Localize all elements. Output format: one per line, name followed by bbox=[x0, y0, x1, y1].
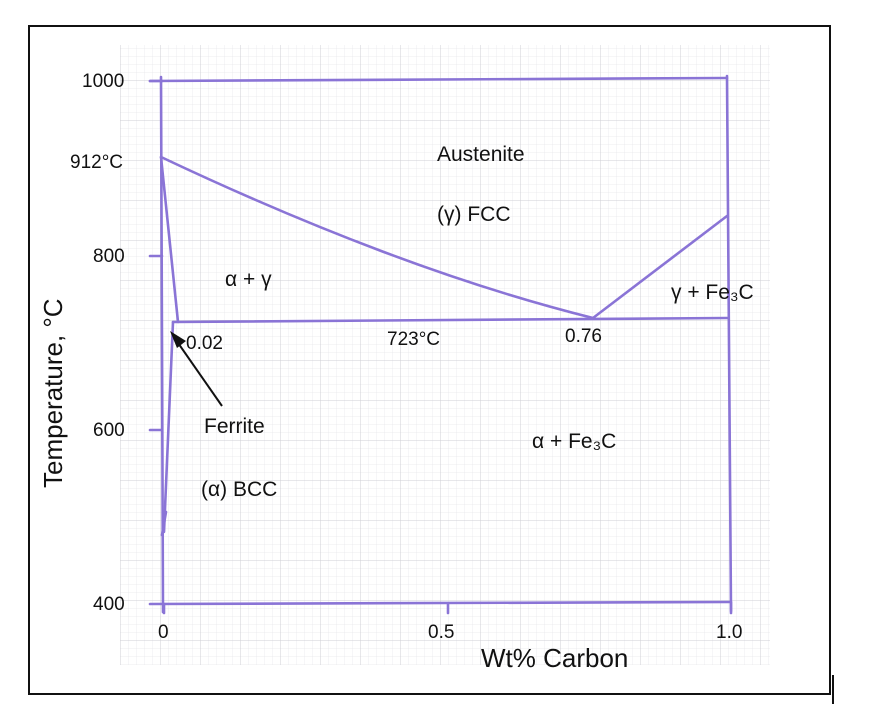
label-ferrite-limit: 0.02 bbox=[186, 333, 223, 354]
region-ferrite-name: Ferrite bbox=[204, 415, 265, 438]
grid-paper bbox=[120, 45, 770, 665]
acm-line bbox=[591, 214, 729, 320]
a3-line bbox=[159, 155, 595, 320]
y-tick-label-1000: 1000 bbox=[82, 71, 125, 92]
top-boundary-line bbox=[148, 76, 729, 83]
y-tick-label-400: 400 bbox=[93, 594, 125, 615]
right-boundary-line bbox=[725, 74, 733, 613]
solvus-wiggle bbox=[160, 510, 168, 537]
label-eutectoid-comp: 0.76 bbox=[565, 326, 602, 347]
region-austenite-structure: (γ) FCC bbox=[437, 203, 511, 226]
region-alpha-fe3c: α + Fe₃C bbox=[532, 430, 617, 453]
ferrite-arrowhead bbox=[170, 331, 186, 348]
y-tick-label-800: 800 bbox=[93, 246, 125, 267]
region-alpha-gamma: α + γ bbox=[225, 268, 272, 291]
y-tick-label-600: 600 bbox=[93, 420, 125, 441]
x-tick-label-0: 0 bbox=[158, 622, 169, 643]
y-axis-title: Temperature, °C bbox=[38, 298, 68, 488]
ferrite-solvus-line bbox=[162, 320, 175, 534]
ferrite-boundary-line bbox=[159, 155, 180, 324]
x-tick-label-10: 1.0 bbox=[716, 622, 743, 643]
label-eutectoid-temp: 723°C bbox=[387, 329, 441, 350]
region-austenite-name: Austenite bbox=[437, 143, 525, 166]
ferrite-arrow bbox=[175, 339, 223, 407]
region-ferrite-structure: (α) BCC bbox=[201, 478, 278, 501]
x-tick-label-05: 0.5 bbox=[428, 622, 455, 643]
x-axis-title: Wt% Carbon bbox=[481, 643, 629, 673]
y-tick-label-912: 912°C bbox=[70, 152, 124, 173]
bottom-boundary-line bbox=[148, 600, 732, 606]
a1-eutectoid-line bbox=[171, 316, 729, 324]
region-gamma-fe3c: γ + Fe₃C bbox=[671, 281, 754, 304]
